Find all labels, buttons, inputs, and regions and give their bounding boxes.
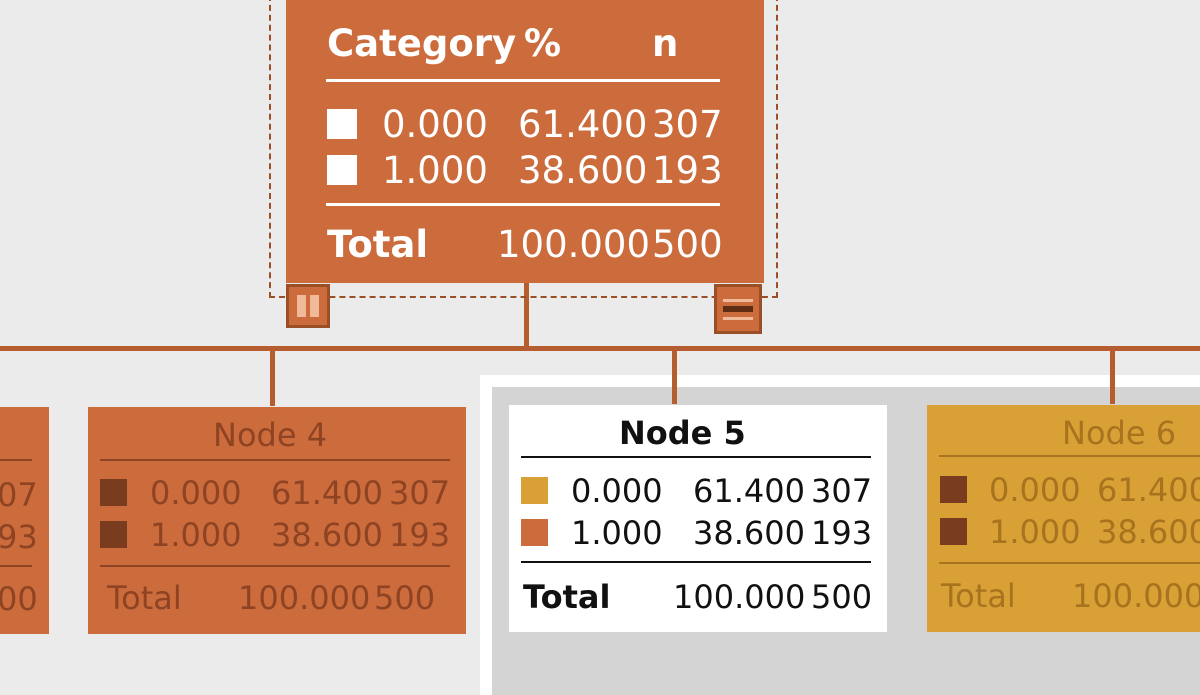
total-n: 500 xyxy=(374,579,436,617)
row-category: 1.000 xyxy=(150,516,242,554)
row-category: 1.000 xyxy=(382,149,488,192)
row-category: 0.000 xyxy=(382,103,488,146)
total-percent: 100.000 xyxy=(673,578,806,616)
node-title: Node 5 xyxy=(619,414,746,452)
pause-toggle-button[interactable] xyxy=(286,284,330,328)
row-category: 0.000 xyxy=(989,471,1081,509)
row-percent: 61.400 xyxy=(271,474,383,512)
category-swatch xyxy=(100,479,127,506)
row-percent: 61.400 xyxy=(1097,471,1200,509)
total-n: 00 xyxy=(0,580,38,618)
row-percent: 38.600 xyxy=(1097,513,1200,551)
header-rule xyxy=(0,459,32,461)
total-n: 500 xyxy=(652,223,723,266)
category-swatch xyxy=(940,518,967,545)
row-category: 1.000 xyxy=(989,513,1081,551)
row-n: 307 xyxy=(389,474,451,512)
row-n: 307 xyxy=(811,472,873,510)
row-n: 93 xyxy=(0,518,38,556)
row-n: 193 xyxy=(389,516,451,554)
header-rule xyxy=(939,455,1200,457)
header-rule xyxy=(521,456,871,458)
connector-node4 xyxy=(270,346,275,406)
total-label: Total xyxy=(941,577,1016,615)
node-5[interactable]: Node 5 0.000 61.400 307 1.000 38.600 193… xyxy=(509,405,887,632)
row-percent: 38.600 xyxy=(518,149,648,192)
connector-node5 xyxy=(672,346,677,404)
row-n: 07 xyxy=(0,476,38,514)
row-category: 1.000 xyxy=(571,514,663,552)
category-swatch xyxy=(327,109,357,139)
row-category: 0.000 xyxy=(571,472,663,510)
row-n: 193 xyxy=(652,149,723,192)
total-percent: 100.000 xyxy=(1072,577,1200,615)
node-title: Node 4 xyxy=(213,416,328,454)
minus-icon-top xyxy=(723,299,753,302)
node-title: Node 6 xyxy=(1062,414,1177,452)
node-left-partial[interactable]: 07 93 00 xyxy=(0,407,49,634)
selection-frame xyxy=(269,0,778,298)
total-label: Total xyxy=(327,223,429,266)
minus-icon xyxy=(723,306,753,312)
total-label: Total xyxy=(107,579,182,617)
root-node[interactable]: Category % n 0.000 61.400 307 1.000 38.6… xyxy=(286,0,764,283)
total-n: 500 xyxy=(811,578,873,616)
category-swatch xyxy=(521,477,548,504)
header-rule xyxy=(326,79,720,82)
connector-horizontal-bus xyxy=(0,346,1200,351)
total-rule xyxy=(100,565,450,567)
node-4[interactable]: Node 4 0.000 61.400 307 1.000 38.600 193… xyxy=(88,407,466,634)
pause-icon-left xyxy=(297,295,306,317)
row-percent: 61.400 xyxy=(693,472,805,510)
connector-node6 xyxy=(1110,346,1115,404)
header-category: Category xyxy=(327,22,517,65)
header-n: n xyxy=(652,22,679,65)
connector-root-stem xyxy=(524,283,529,351)
row-percent: 61.400 xyxy=(518,103,648,146)
total-percent: 100.000 xyxy=(497,223,651,266)
total-rule xyxy=(0,565,32,567)
row-n: 193 xyxy=(811,514,873,552)
category-swatch xyxy=(521,519,548,546)
collapse-button[interactable] xyxy=(714,284,762,334)
category-swatch xyxy=(327,155,357,185)
row-percent: 38.600 xyxy=(693,514,805,552)
row-category: 0.000 xyxy=(150,474,242,512)
total-label: Total xyxy=(523,578,611,616)
header-percent: % xyxy=(524,22,562,65)
category-swatch xyxy=(940,476,967,503)
minus-icon-bottom xyxy=(723,317,753,320)
category-swatch xyxy=(100,521,127,548)
node-6[interactable]: Node 6 0.000 61.400 1.000 38.600 Total 1… xyxy=(927,405,1200,632)
row-n: 307 xyxy=(652,103,723,146)
row-percent: 38.600 xyxy=(271,516,383,554)
total-rule xyxy=(939,562,1200,564)
total-rule xyxy=(521,561,871,563)
pause-icon-right xyxy=(310,295,319,317)
total-rule xyxy=(326,203,720,206)
total-percent: 100.000 xyxy=(238,579,371,617)
header-rule xyxy=(100,459,450,461)
